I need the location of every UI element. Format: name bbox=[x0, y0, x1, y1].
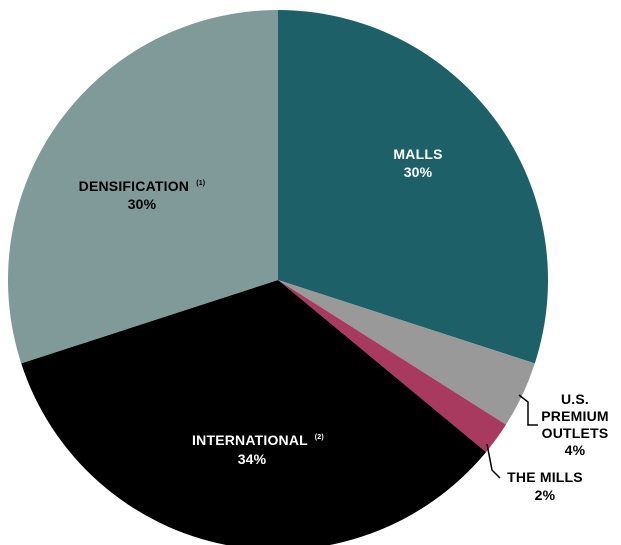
label-outlets-line-3: OUTLETS bbox=[542, 425, 609, 441]
pie-slice-the-mills bbox=[278, 280, 506, 453]
pie-slice-international bbox=[21, 280, 487, 545]
pie-slice-densification bbox=[7, 10, 278, 364]
label-the-mills: THE MILLS bbox=[507, 469, 583, 485]
label-international-text: INTERNATIONAL bbox=[192, 432, 308, 448]
label-international: INTERNATIONAL (2) bbox=[192, 432, 324, 448]
footnote-international: (2) bbox=[315, 434, 324, 441]
value-label-densification: 30% bbox=[128, 196, 157, 212]
leader-line-outlets bbox=[518, 394, 538, 426]
label-outlets-line-1: U.S. bbox=[561, 391, 589, 407]
value-label-outlets: 4% bbox=[565, 442, 586, 458]
value-label-the-mills: 2% bbox=[535, 487, 556, 503]
label-densification-text: DENSIFICATION bbox=[79, 178, 189, 194]
pie-slice-u-s-premium-outlets bbox=[278, 280, 535, 425]
value-label-malls: 30% bbox=[404, 164, 433, 180]
footnote-densification: (1) bbox=[196, 180, 205, 187]
pie-slices bbox=[7, 10, 549, 545]
label-malls: MALLS bbox=[393, 146, 442, 162]
value-label-international: 34% bbox=[238, 451, 267, 467]
label-densification: DENSIFICATION (1) bbox=[79, 178, 206, 194]
leader-line-the-mills bbox=[486, 443, 501, 479]
label-outlets-line-2: PREMIUM bbox=[541, 408, 609, 424]
pie-slice-malls bbox=[278, 10, 549, 364]
